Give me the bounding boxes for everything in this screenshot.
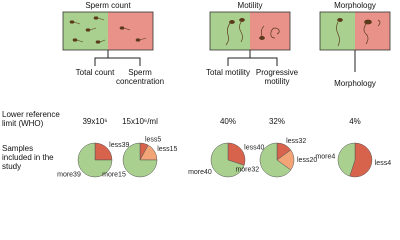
morphology-box: [319, 11, 391, 51]
motility-box: [209, 11, 291, 51]
pie-label: more40: [188, 169, 212, 176]
column-label: Total count: [75, 68, 115, 77]
pie-label: less20: [297, 157, 317, 164]
pie-wedge: [259, 142, 292, 178]
reference-limit: 4%: [349, 117, 361, 126]
pie-wedge: [227, 142, 246, 166]
pie-label: less40: [244, 145, 264, 152]
pie-wedge: [349, 142, 373, 178]
diagram: less39 more39 less5 less15 more15 less40 more4…: [57, 11, 391, 179]
reference-limit: 15x10⁶/ml: [122, 117, 158, 126]
group-title: Sperm count: [85, 1, 131, 10]
column-label: Morphology: [334, 79, 376, 88]
reference-limit: 32%: [268, 117, 285, 126]
pies: less39 more39 less5 less15 more15 less40 more4…: [57, 137, 391, 179]
pie-label: less15: [157, 146, 177, 153]
reference-limit: 39x10⁶: [82, 117, 108, 126]
pie-label: less32: [286, 138, 306, 145]
pie-label: more32: [235, 166, 259, 173]
row-label: Samples included in the study: [2, 144, 54, 171]
group-title: Motility: [237, 1, 263, 10]
pie-label: more39: [57, 172, 81, 179]
tree-lines: [94, 50, 356, 72]
row-label: Lower reference limit (WHO): [2, 110, 60, 128]
group-title: Morphology: [334, 1, 376, 10]
pie-wedge: [337, 142, 356, 177]
pie-wedge: [210, 142, 245, 178]
pie-label: less5: [145, 137, 161, 144]
pie-label: more15: [102, 172, 126, 179]
pie-wedge: [77, 142, 113, 178]
column-label: Sperm concentration: [115, 68, 165, 86]
pie-label: more4: [315, 154, 335, 161]
pie-label: less4: [375, 160, 391, 167]
sperm-count-box: [62, 11, 154, 51]
pie-wedge: [122, 142, 158, 178]
figure: less39 more39 less5 less15 more15 less40 more4…: [2, 1, 392, 179]
column-label: Progressive motility: [255, 68, 299, 86]
reference-limit: 40%: [219, 117, 236, 126]
pie-label: less39: [109, 142, 129, 149]
column-label: Total motility: [205, 68, 250, 77]
